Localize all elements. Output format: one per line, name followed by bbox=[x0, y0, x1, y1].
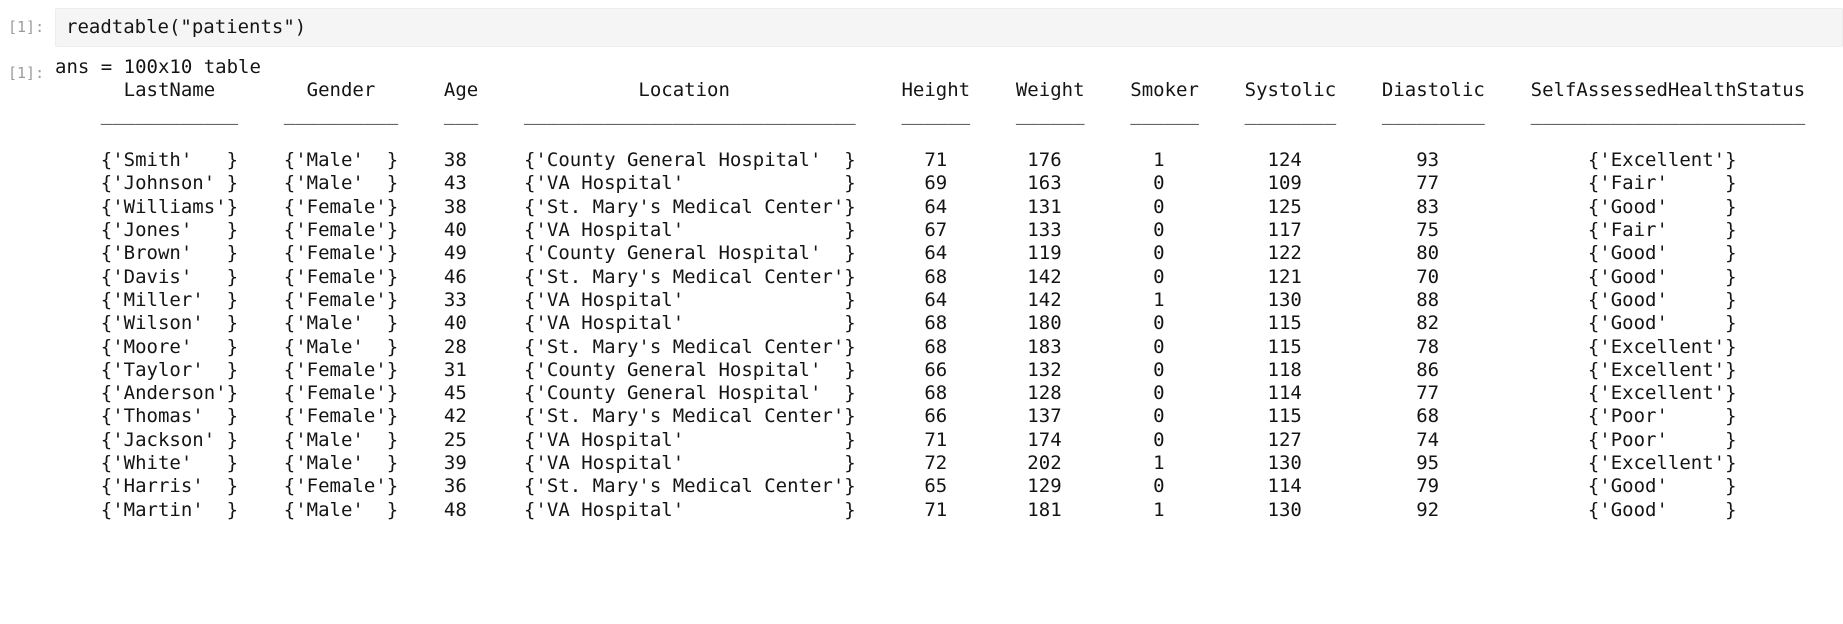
table-header-row: LastName Gender Age Location Height Weig… bbox=[55, 79, 1806, 102]
code-cell: [1]: readtable("patients") bbox=[0, 8, 1843, 47]
table-row: {'Harris' } {'Female'} 36 {'St. Mary's M… bbox=[55, 475, 1806, 498]
table-row: {'Jackson' } {'Male' } 25 {'VA Hospital'… bbox=[55, 428, 1806, 451]
table-row: {'Thomas' } {'Female'} 42 {'St. Mary's M… bbox=[55, 405, 1806, 428]
table-row: {'Anderson'} {'Female'} 45 {'County Gene… bbox=[55, 382, 1806, 405]
input-execution-count: [1]: bbox=[8, 18, 45, 36]
table-row: {'White' } {'Male' } 39 {'VA Hospital' }… bbox=[55, 452, 1806, 475]
input-prompt-gutter: [1]: bbox=[0, 8, 55, 37]
table-row: {'Miller' } {'Female'} 33 {'VA Hospital'… bbox=[55, 288, 1806, 311]
table-row: {'Taylor' } {'Female'} 31 {'County Gener… bbox=[55, 358, 1806, 381]
output-table: LastName Gender Age Location Height Weig… bbox=[55, 79, 1843, 522]
code-input-text[interactable]: readtable("patients") bbox=[66, 16, 307, 38]
output-cell: [1]: ans = 100x10 table LastName Gender … bbox=[0, 56, 1843, 522]
output-area: ans = 100x10 table LastName Gender Age L… bbox=[55, 56, 1843, 522]
table-row: {'Moore' } {'Male' } 28 {'St. Mary's Med… bbox=[55, 335, 1806, 358]
table-row: {'Johnson' } {'Male' } 43 {'VA Hospital'… bbox=[55, 172, 1806, 195]
table-blank-row bbox=[55, 126, 1843, 149]
table-row: {'Smith' } {'Male' } 38 {'County General… bbox=[55, 149, 1806, 172]
table-row: {'Brown' } {'Female'} 49 {'County Genera… bbox=[55, 242, 1806, 265]
table-row: {'Williams'} {'Female'} 38 {'St. Mary's … bbox=[55, 195, 1806, 218]
output-prompt-gutter: [1]: bbox=[0, 56, 55, 83]
table-row: {'Davis' } {'Female'} 46 {'St. Mary's Me… bbox=[55, 265, 1806, 288]
table-row: {'Wilson' } {'Male' } 40 {'VA Hospital' … bbox=[55, 312, 1806, 335]
code-editor[interactable]: readtable("patients") bbox=[55, 8, 1843, 47]
table-row: {'Jones' } {'Female'} 40 {'VA Hospital' … bbox=[55, 219, 1806, 242]
table-row: {'Martin' } {'Male' } 48 {'VA Hospital' … bbox=[55, 498, 1806, 521]
output-execution-count: [1]: bbox=[8, 64, 45, 82]
output-summary: ans = 100x10 table bbox=[55, 56, 261, 78]
table-rule-row: ____________ __________ ___ ____________… bbox=[55, 102, 1806, 125]
